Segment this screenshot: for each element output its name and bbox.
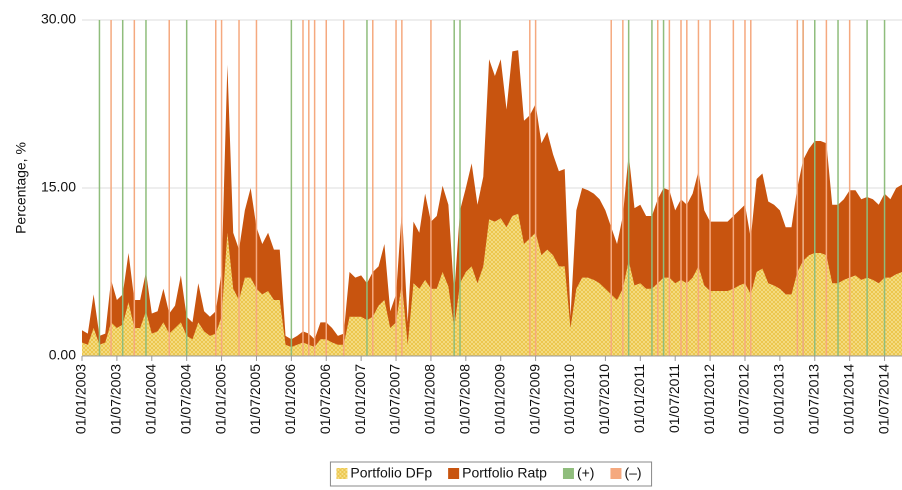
x-tick-label: 01/07/2005 xyxy=(247,364,263,434)
x-tick-label: 01/07/2014 xyxy=(875,364,891,434)
x-tick-label: 01/01/2014 xyxy=(840,364,856,434)
x-tick-label: 01/07/2006 xyxy=(317,364,333,434)
x-tick-label: 01/01/2009 xyxy=(491,364,507,434)
x-tick-label: 01/07/2008 xyxy=(457,364,473,434)
x-tick-label: 01/01/2012 xyxy=(701,364,717,434)
x-tick-label: 01/07/2013 xyxy=(805,364,821,434)
legend-swatch xyxy=(610,468,622,479)
x-tick-label: 01/01/2007 xyxy=(352,364,368,434)
legend-swatch xyxy=(562,468,574,479)
x-tick-label: 01/07/2010 xyxy=(596,364,612,434)
x-tick-label: 01/01/2013 xyxy=(771,364,787,434)
area xyxy=(82,213,902,356)
x-tick-label: 01/01/2004 xyxy=(142,364,158,434)
y-tick-label: 0.00 xyxy=(49,347,76,363)
x-tick-label: 01/01/2008 xyxy=(422,364,438,434)
x-tick-label: 01/07/2003 xyxy=(108,364,124,434)
legend-label: Portfolio Ratp xyxy=(462,465,547,481)
x-tick-label: 01/01/2011 xyxy=(631,364,647,433)
x-tick-label: 01/07/2004 xyxy=(177,364,193,434)
x-tick-label: 01/01/2003 xyxy=(73,364,89,434)
y-tick-label: 30.00 xyxy=(41,11,76,27)
legend-label: Portfolio DFp xyxy=(350,465,432,481)
y-tick-label: 15.00 xyxy=(41,179,76,195)
legend-swatch xyxy=(336,468,348,479)
x-tick-label: 01/07/2012 xyxy=(736,364,752,434)
legend-swatch xyxy=(448,468,460,479)
x-tick-label: 01/01/2010 xyxy=(561,364,577,434)
x-tick-label: 01/01/2005 xyxy=(212,364,228,434)
legend-box xyxy=(329,461,653,487)
x-tick-label: 01/07/2009 xyxy=(526,364,542,434)
legend-label: (+) xyxy=(577,465,595,481)
y-axis-label: Percentage, % xyxy=(13,142,29,234)
x-tick-label: 01/07/2011 xyxy=(666,364,682,433)
legend-label: (–) xyxy=(624,465,641,481)
legend: Portfolio DFp Portfolio Ratp (+) (–) xyxy=(329,461,653,487)
x-tick-label: 01/01/2006 xyxy=(282,364,298,434)
x-tick-label: 01/07/2007 xyxy=(387,364,403,434)
